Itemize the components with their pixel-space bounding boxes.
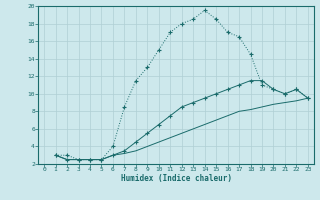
X-axis label: Humidex (Indice chaleur): Humidex (Indice chaleur) [121,174,231,183]
